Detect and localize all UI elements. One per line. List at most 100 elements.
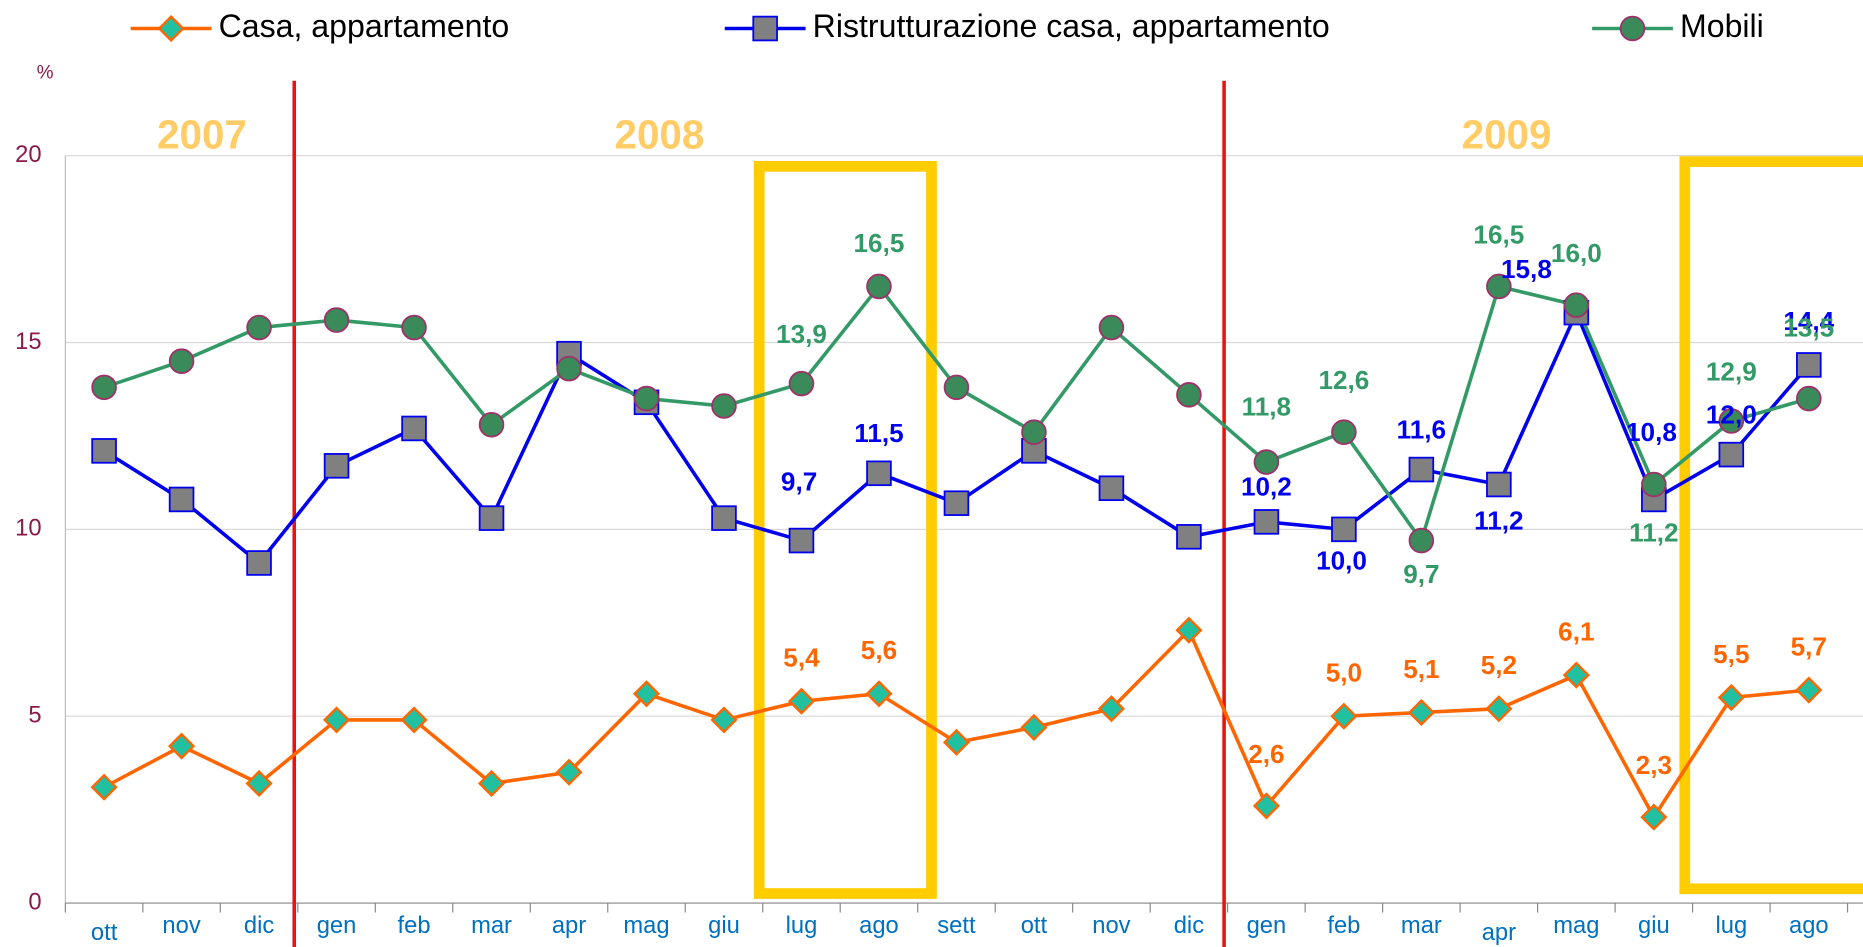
series-line: [103, 627, 1809, 821]
data-label: 10,8: [1626, 417, 1677, 447]
data-point: [323, 453, 350, 479]
data-label: 11,2: [1474, 505, 1523, 535]
data-point: [1717, 683, 1745, 712]
data-label: 16,5: [1473, 219, 1524, 249]
data-point: [1408, 527, 1435, 554]
data-point: [478, 505, 505, 531]
data-point: [1176, 382, 1202, 408]
data-label: 11,2: [1629, 517, 1678, 547]
year-annotation: 2008: [615, 112, 705, 158]
data-point: [1330, 702, 1358, 730]
data-point: [710, 706, 738, 734]
x-tick-label: ago: [1789, 912, 1829, 939]
data-label: 12,0: [1706, 399, 1757, 429]
year-annotation: 2007: [157, 112, 247, 158]
data-label: 5,4: [783, 643, 820, 673]
data-point: [478, 411, 505, 438]
data-point: [1563, 292, 1590, 318]
x-tick-label: mag: [623, 912, 669, 939]
data-point: [401, 415, 427, 442]
data-point: [323, 307, 350, 333]
year-annotation: 2009: [1462, 112, 1552, 158]
data-point: [943, 490, 970, 516]
legend-marker: [157, 14, 185, 43]
y-tick-label: 15: [15, 328, 41, 355]
data-label: 5,2: [1481, 650, 1517, 680]
data-label: 5,0: [1326, 658, 1362, 688]
x-tick-label: giu: [1638, 912, 1670, 939]
y-tick-label: 5: [28, 701, 41, 728]
x-tick-label: mar: [1401, 912, 1442, 939]
data-point: [1331, 516, 1357, 543]
data-label: 5,1: [1403, 654, 1439, 684]
data-point: [1641, 471, 1667, 498]
data-point: [477, 769, 506, 798]
data-point: [1021, 419, 1047, 445]
data-point: [1640, 803, 1668, 831]
x-tick-label: mar: [471, 912, 512, 939]
data-point: [1718, 441, 1745, 468]
x-tick-label: feb: [1327, 912, 1360, 939]
x-tick-label: dic: [244, 912, 274, 939]
data-point: [1486, 471, 1512, 498]
y-tick-label: 0: [28, 888, 41, 915]
data-point: [1098, 475, 1125, 502]
data-label: 14,4: [1783, 306, 1834, 336]
legend-marker: [1619, 15, 1646, 42]
x-tick-label: nov: [1092, 912, 1130, 939]
data-point: [556, 355, 582, 382]
data-point: [942, 728, 971, 756]
x-tick-label: ott: [91, 919, 118, 946]
data-point: [1408, 456, 1435, 483]
data-label: 12,9: [1706, 356, 1757, 386]
data-point: [632, 680, 661, 708]
data-point: [1485, 695, 1513, 723]
x-tick-label: ott: [1021, 912, 1048, 939]
data-point: [1562, 661, 1590, 689]
data-label: 16,5: [854, 228, 905, 258]
x-tick-label: nov: [162, 912, 200, 939]
data-label: 10,2: [1241, 472, 1292, 502]
legend-label: Casa, appartamento: [219, 8, 510, 44]
data-point: [168, 348, 195, 374]
data-point: [866, 273, 892, 300]
data-label: 2,6: [1248, 739, 1284, 769]
data-label: 15,8: [1501, 254, 1552, 284]
data-point: [91, 438, 117, 464]
data-point: [788, 527, 815, 554]
data-point: [555, 758, 583, 786]
data-point: [1252, 792, 1280, 820]
data-point: [1253, 449, 1280, 475]
data-point: [322, 706, 351, 734]
data-point: [1175, 616, 1203, 644]
data-point: [788, 370, 815, 397]
data-point: [90, 773, 118, 801]
legend-label: Ristrutturazione casa, appartamento: [813, 8, 1330, 44]
data-label: 11,6: [1397, 414, 1446, 444]
x-tick-label: gen: [317, 912, 357, 939]
data-label: 5,7: [1791, 631, 1827, 661]
data-point: [1486, 273, 1512, 300]
data-point: [401, 314, 427, 341]
x-tick-label: apr: [1482, 919, 1516, 946]
x-tick-label: giu: [708, 912, 740, 939]
data-point: [1795, 676, 1823, 704]
data-point: [245, 769, 273, 798]
data-point: [1796, 352, 1822, 378]
data-point: [400, 706, 428, 734]
x-tick-label: lug: [1715, 912, 1747, 939]
data-point: [1253, 509, 1280, 535]
y-tick-label: 10: [15, 515, 41, 542]
data-point: [787, 687, 816, 715]
data-point: [865, 680, 893, 708]
data-point: [1718, 408, 1745, 434]
data-label: 13,9: [776, 319, 827, 349]
data-point: [1407, 698, 1435, 727]
data-point: [711, 505, 737, 531]
data-point: [1097, 695, 1125, 723]
data-label: 16,0: [1551, 238, 1602, 268]
x-tick-label: lug: [786, 912, 818, 939]
data-label: 11,8: [1242, 392, 1291, 422]
data-point: [91, 374, 117, 401]
